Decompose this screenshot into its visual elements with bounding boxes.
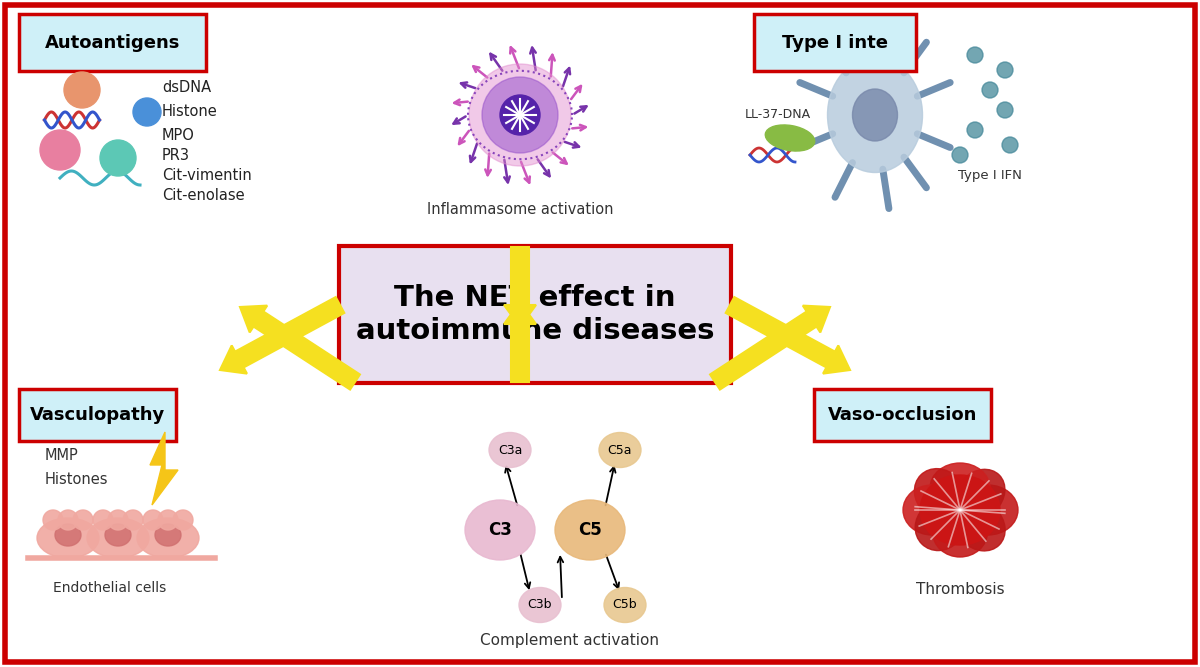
FancyArrow shape — [504, 247, 536, 327]
Ellipse shape — [490, 432, 530, 468]
Ellipse shape — [137, 518, 199, 558]
Ellipse shape — [828, 57, 923, 173]
Text: C3a: C3a — [498, 444, 522, 456]
FancyArrow shape — [504, 302, 536, 382]
FancyArrow shape — [726, 297, 850, 374]
Circle shape — [108, 510, 128, 530]
Text: MMP: MMP — [46, 448, 79, 462]
Text: Cit-vimentin: Cit-vimentin — [162, 167, 252, 183]
Circle shape — [143, 510, 163, 530]
FancyArrow shape — [240, 305, 360, 390]
FancyBboxPatch shape — [340, 246, 731, 383]
Text: Cit-enolase: Cit-enolase — [162, 187, 245, 203]
Text: Inflammasome activation: Inflammasome activation — [427, 203, 613, 217]
Ellipse shape — [599, 432, 641, 468]
Ellipse shape — [88, 518, 149, 558]
Text: Type I inte: Type I inte — [782, 33, 888, 51]
Ellipse shape — [155, 524, 181, 546]
Text: C5b: C5b — [613, 598, 637, 612]
Ellipse shape — [55, 524, 82, 546]
Text: Thrombosis: Thrombosis — [916, 582, 1004, 598]
Ellipse shape — [920, 475, 1000, 545]
Text: MPO: MPO — [162, 127, 194, 143]
Circle shape — [58, 510, 78, 530]
Ellipse shape — [604, 588, 646, 622]
Ellipse shape — [958, 485, 1018, 535]
Circle shape — [133, 98, 161, 126]
Text: Autoantigens: Autoantigens — [44, 33, 180, 51]
Ellipse shape — [932, 507, 988, 557]
Text: C3b: C3b — [528, 598, 552, 612]
Text: The NET effect in
autoimmune diseases: The NET effect in autoimmune diseases — [355, 284, 714, 345]
Circle shape — [982, 82, 998, 98]
Circle shape — [124, 510, 143, 530]
Circle shape — [967, 47, 983, 63]
Text: Complement activation: Complement activation — [480, 632, 660, 648]
Text: Vasculopathy: Vasculopathy — [30, 406, 166, 424]
Text: Type I IFN: Type I IFN — [958, 169, 1022, 181]
Text: C3: C3 — [488, 521, 512, 539]
Circle shape — [158, 510, 178, 530]
Text: Endothelial cells: Endothelial cells — [53, 581, 167, 595]
FancyBboxPatch shape — [19, 14, 206, 71]
Circle shape — [94, 510, 113, 530]
Circle shape — [997, 62, 1013, 78]
Ellipse shape — [904, 485, 961, 535]
Text: dsDNA: dsDNA — [162, 81, 211, 95]
Text: Vaso-occlusion: Vaso-occlusion — [828, 406, 977, 424]
Circle shape — [952, 147, 968, 163]
Circle shape — [40, 130, 80, 170]
FancyBboxPatch shape — [754, 14, 916, 71]
Circle shape — [469, 64, 571, 166]
Circle shape — [500, 95, 540, 135]
FancyBboxPatch shape — [814, 389, 991, 441]
Circle shape — [100, 140, 136, 176]
Circle shape — [482, 77, 558, 153]
Circle shape — [64, 72, 100, 108]
FancyArrow shape — [220, 297, 344, 374]
Circle shape — [1002, 137, 1018, 153]
Ellipse shape — [520, 588, 562, 622]
Text: Histones: Histones — [46, 472, 108, 488]
Circle shape — [997, 102, 1013, 118]
Ellipse shape — [916, 500, 965, 550]
Circle shape — [173, 510, 193, 530]
Ellipse shape — [914, 469, 966, 520]
Ellipse shape — [37, 518, 98, 558]
Ellipse shape — [930, 463, 990, 513]
Ellipse shape — [954, 500, 1006, 551]
Text: Histone: Histone — [162, 105, 217, 119]
Ellipse shape — [106, 524, 131, 546]
Text: PR3: PR3 — [162, 147, 190, 163]
Ellipse shape — [554, 500, 625, 560]
Text: C5a: C5a — [607, 444, 632, 456]
FancyArrow shape — [710, 305, 830, 390]
Ellipse shape — [955, 470, 1004, 520]
Circle shape — [73, 510, 94, 530]
Ellipse shape — [766, 125, 815, 151]
Circle shape — [43, 510, 64, 530]
Ellipse shape — [852, 89, 898, 141]
FancyBboxPatch shape — [19, 389, 176, 441]
Text: LL-37-DNA: LL-37-DNA — [745, 109, 811, 121]
Circle shape — [967, 122, 983, 138]
Ellipse shape — [466, 500, 535, 560]
Polygon shape — [150, 432, 178, 505]
Text: C5: C5 — [578, 521, 602, 539]
